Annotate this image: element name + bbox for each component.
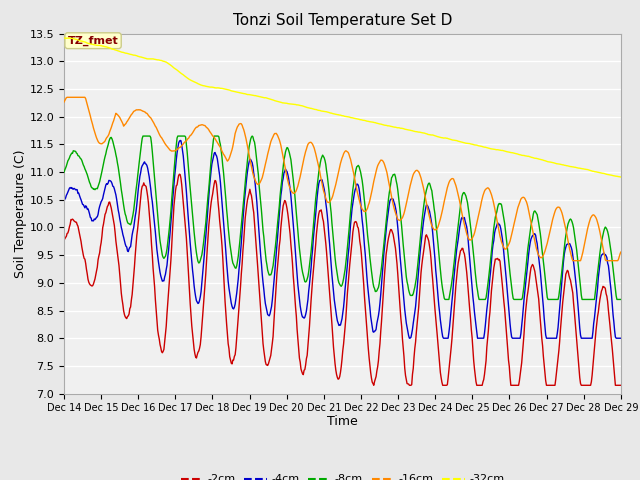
Title: Tonzi Soil Temperature Set D: Tonzi Soil Temperature Set D: [233, 13, 452, 28]
Text: TZ_fmet: TZ_fmet: [68, 36, 118, 46]
Legend: -2cm, -4cm, -8cm, -16cm, -32cm: -2cm, -4cm, -8cm, -16cm, -32cm: [176, 470, 509, 480]
Y-axis label: Soil Temperature (C): Soil Temperature (C): [13, 149, 27, 278]
X-axis label: Time: Time: [327, 415, 358, 428]
